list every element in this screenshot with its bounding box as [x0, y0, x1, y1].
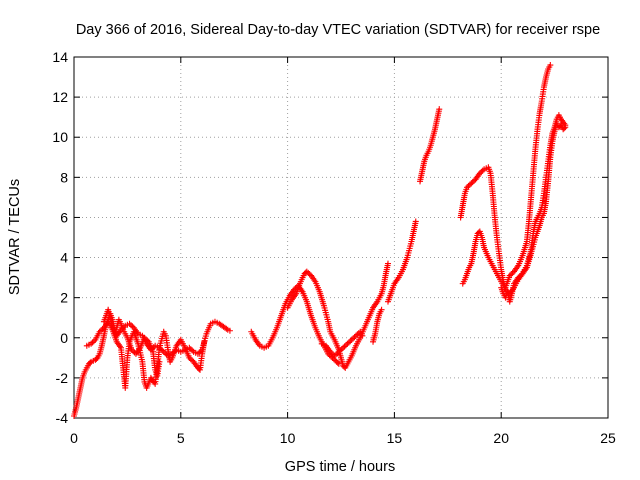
data-point: [412, 218, 419, 225]
data-point: [337, 347, 344, 354]
data-points: [71, 62, 569, 419]
data-point: [331, 352, 338, 359]
y-tick-label: 0: [60, 330, 68, 346]
data-point: [128, 346, 135, 353]
data-point: [88, 340, 95, 347]
data-point: [186, 354, 193, 361]
y-tick-label: 14: [52, 49, 68, 65]
data-point: [201, 338, 208, 345]
x-tick-label: 10: [280, 430, 296, 446]
chart-title: Day 366 of 2016, Sidereal Day-to-day VTE…: [76, 22, 600, 38]
data-point: [87, 359, 94, 366]
y-tick-label: -4: [56, 410, 69, 426]
data-point: [561, 125, 568, 132]
data-point: [144, 337, 151, 344]
data-point: [508, 271, 515, 278]
data-point: [476, 170, 483, 177]
data-point: [516, 273, 523, 280]
data-point: [342, 342, 349, 349]
axis-ticks: 0 5 10 15 20 25 -4 -2 0 2 4 6 8 10 12 14: [52, 49, 616, 446]
data-point: [479, 167, 486, 174]
data-point: [226, 327, 233, 334]
data-point: [98, 327, 105, 334]
data-point: [340, 344, 347, 351]
data-point: [341, 343, 348, 350]
data-point: [506, 272, 513, 279]
y-tick-label: -2: [56, 370, 69, 386]
data-point: [478, 168, 485, 175]
data-point: [96, 328, 103, 335]
data-point: [127, 322, 134, 329]
plot-frame: [73, 56, 609, 419]
data-point: [328, 350, 335, 357]
y-tick-label: 6: [60, 209, 68, 225]
data-point: [350, 335, 357, 342]
data-point: [562, 124, 569, 131]
data-point: [468, 180, 475, 187]
data-point: [93, 355, 100, 362]
data-point: [344, 340, 351, 347]
data-point: [465, 183, 472, 190]
data-point: [359, 332, 366, 339]
data-point: [348, 336, 355, 343]
y-tick-label: 8: [60, 169, 68, 185]
data-point: [333, 351, 340, 358]
data-point: [515, 274, 522, 281]
data-point: [303, 268, 310, 275]
y-tick-label: 10: [52, 129, 68, 145]
data-point: [469, 179, 476, 186]
data-point: [162, 350, 169, 357]
x-tick-label: 15: [387, 430, 403, 446]
data-point: [142, 336, 149, 343]
x-tick-label: 25: [600, 430, 616, 446]
data-point: [187, 346, 194, 353]
y-tick-label: 4: [60, 250, 68, 266]
y-tick-label: 12: [52, 89, 68, 105]
data-point: [351, 334, 358, 341]
data-point: [330, 356, 337, 363]
data-point: [378, 306, 385, 313]
y-axis-label: SDTVAR / TECUs: [7, 179, 23, 295]
data-point: [334, 359, 341, 366]
data-point: [195, 365, 202, 372]
data-point: [436, 106, 443, 113]
data-point: [345, 339, 352, 346]
data-point: [90, 338, 97, 345]
data-point: [187, 356, 194, 363]
data-point: [384, 260, 391, 267]
x-axis-label: GPS time / hours: [285, 459, 395, 475]
data-point: [464, 184, 471, 191]
data-point: [126, 320, 133, 327]
y-tick-label: 2: [60, 290, 68, 306]
x-tick-label: 0: [70, 430, 78, 446]
data-point: [352, 332, 359, 339]
data-point: [547, 62, 554, 69]
data-point: [89, 339, 96, 346]
data-point: [338, 346, 345, 353]
data-point: [141, 334, 148, 341]
data-point: [223, 325, 230, 332]
data-point: [335, 348, 342, 355]
data-point: [334, 350, 341, 357]
x-tick-label: 5: [177, 430, 185, 446]
data-point: [466, 181, 473, 188]
data-point: [347, 338, 354, 345]
data-point: [156, 358, 163, 365]
data-point: [327, 348, 334, 355]
x-tick-label: 20: [493, 430, 509, 446]
data-point: [305, 269, 312, 276]
data-point: [189, 347, 196, 354]
data-point: [354, 331, 361, 338]
data-point: [196, 349, 203, 356]
